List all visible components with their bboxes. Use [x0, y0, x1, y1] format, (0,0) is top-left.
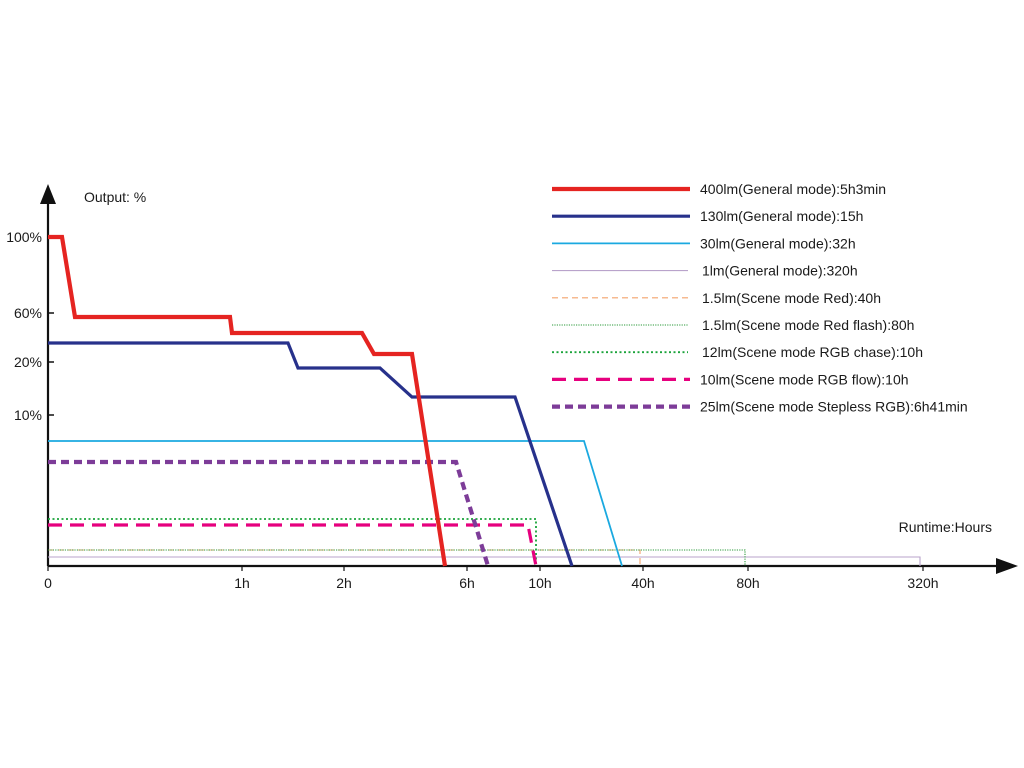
- x-axis-label: Runtime:Hours: [899, 519, 992, 535]
- series-line-3: [48, 440, 623, 567]
- legend-label-8: 10lm(Scene mode RGB flow):10h: [700, 371, 909, 387]
- x-axis-arrow: [996, 558, 1018, 574]
- y-axis-arrow: [40, 184, 56, 204]
- series-line-7: [48, 518, 537, 566]
- y-tick-label: 20%: [14, 354, 42, 370]
- legend-label-6: 1.5lm(Scene mode Red flash):80h: [702, 317, 914, 333]
- legend-label-3: 30lm(General mode):32h: [700, 235, 856, 251]
- legend-label-2: 130lm(General mode):15h: [700, 208, 863, 224]
- series-line-6: [48, 549, 746, 566]
- y-tick-label: 100%: [6, 229, 42, 245]
- series-line-8: [48, 523, 538, 567]
- series-line-9: [48, 459, 491, 567]
- y-tick-label: 10%: [14, 407, 42, 423]
- x-tick-label: 80h: [736, 575, 759, 591]
- legend-label-4: 1lm(General mode):320h: [702, 263, 858, 279]
- y-axis-label: Output: %: [84, 189, 146, 205]
- x-tick-label: 2h: [336, 575, 352, 591]
- x-tick-label: 320h: [907, 575, 938, 591]
- legend-label-9: 25lm(Scene mode Stepless RGB):6h41min: [700, 399, 968, 415]
- series-line-4: [48, 556, 921, 566]
- series-line-1: [48, 234, 448, 567]
- legend-label-7: 12lm(Scene mode RGB chase):10h: [702, 344, 923, 360]
- series-line-2: [48, 341, 574, 567]
- legend-label-1: 400lm(General mode):5h3min: [700, 181, 886, 197]
- legend-label-5: 1.5lm(Scene mode Red):40h: [702, 290, 881, 306]
- x-tick-label: 1h: [234, 575, 250, 591]
- x-tick-label: 6h: [459, 575, 475, 591]
- x-tick-label: 40h: [631, 575, 654, 591]
- y-tick-label: 60%: [14, 305, 42, 321]
- x-tick-label: 0: [44, 575, 52, 591]
- x-tick-label: 10h: [528, 575, 551, 591]
- series-line-5: [48, 549, 641, 566]
